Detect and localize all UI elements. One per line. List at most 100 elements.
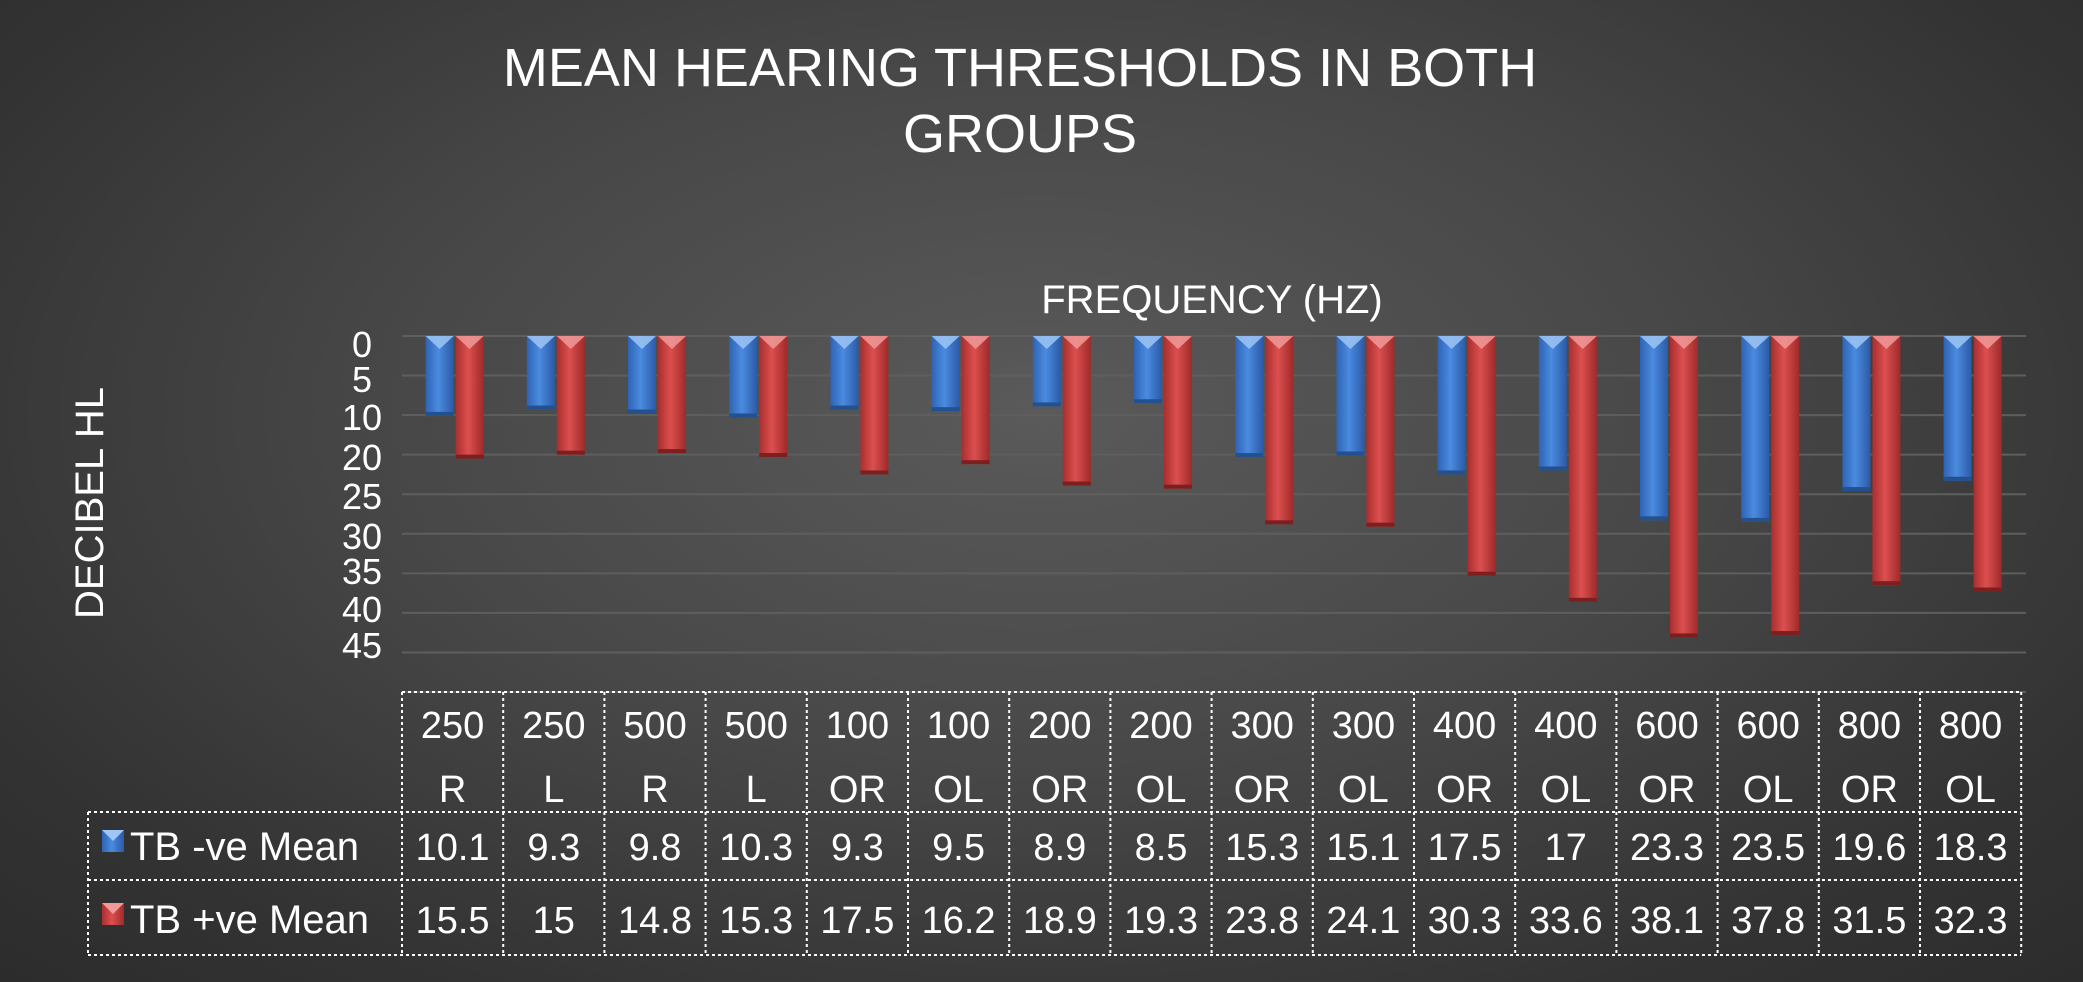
x-category-label: 200 <box>1129 705 1192 747</box>
x-category-label: OL <box>1540 769 1591 811</box>
chart-title-line-2: GROUPS <box>903 104 1137 164</box>
y-tick-label: 40 <box>342 589 382 630</box>
x-category-label: OL <box>933 769 984 811</box>
bar-tb-negative <box>1438 336 1466 474</box>
bar-tb-negative <box>1336 336 1364 455</box>
bar-tb-positive-base <box>658 449 686 453</box>
data-label: 16.2 <box>922 900 996 942</box>
data-label: 15 <box>533 900 575 942</box>
data-label: 15.3 <box>719 900 793 942</box>
legend-label-tb-negative: TB -ve Mean <box>130 825 359 869</box>
bar-tb-negative-base <box>1336 451 1364 455</box>
y-tick-label: 25 <box>342 476 382 517</box>
x-category-label: 200 <box>1028 705 1091 747</box>
bar-tb-positive <box>860 336 888 474</box>
x-category-label: 250 <box>421 705 484 747</box>
bar-tb-positive-base <box>962 460 990 464</box>
bar-tb-negative <box>1842 336 1870 491</box>
data-label: 8.9 <box>1033 827 1086 869</box>
x-category-label: 100 <box>826 705 889 747</box>
x-category-label: 600 <box>1736 705 1799 747</box>
data-label: 31.5 <box>1832 900 1906 942</box>
x-category-label: 300 <box>1332 705 1395 747</box>
bar-tb-negative-base <box>1438 470 1466 474</box>
x-category-label: 250 <box>522 705 585 747</box>
data-label: 15.1 <box>1326 827 1400 869</box>
x-category-label: 100 <box>927 705 990 747</box>
bar-tb-positive <box>1670 336 1698 637</box>
data-label: 19.6 <box>1832 827 1906 869</box>
bar-tb-negative <box>1944 336 1972 481</box>
bar-tb-positive-base <box>1366 523 1394 527</box>
bar-tb-negative <box>1741 336 1769 522</box>
bar-tb-positive-base <box>1872 581 1900 585</box>
bar-tb-positive-base <box>1670 633 1698 637</box>
data-label: 32.3 <box>1934 900 2008 942</box>
y-tick-label: 20 <box>342 437 382 478</box>
chart-title-line-1: MEAN HEARING THRESHOLDS IN BOTH <box>503 38 1537 98</box>
bar-tb-negative-base <box>830 406 858 410</box>
x-category-label: 800 <box>1939 705 2002 747</box>
y-axis-title: DECIBEL HL <box>68 387 112 619</box>
data-label: 14.8 <box>618 900 692 942</box>
bar-tb-positive-base <box>557 451 585 455</box>
bar-tb-positive-base <box>1468 572 1496 576</box>
bar-tb-negative-base <box>1640 516 1668 520</box>
x-category-label: OR <box>1639 769 1696 811</box>
bar-tb-negative-base <box>1033 402 1061 406</box>
data-label: 8.5 <box>1135 827 1188 869</box>
bar-tb-positive <box>1063 336 1091 486</box>
bars <box>426 336 2002 637</box>
data-label: 9.5 <box>932 827 985 869</box>
bar-tb-positive <box>1265 336 1293 524</box>
data-label: 38.1 <box>1630 900 1704 942</box>
bar-tb-positive <box>1468 336 1496 576</box>
bar-tb-positive <box>658 336 686 453</box>
y-tick-label: 5 <box>352 359 372 400</box>
x-category-label: 300 <box>1230 705 1293 747</box>
data-label: 15.3 <box>1225 827 1299 869</box>
bar-tb-positive-base <box>1164 485 1192 489</box>
data-label: 33.6 <box>1529 900 1603 942</box>
data-label: 37.8 <box>1731 900 1805 942</box>
data-label: 9.3 <box>527 827 580 869</box>
data-label: 30.3 <box>1428 900 1502 942</box>
data-label: 18.3 <box>1934 827 2008 869</box>
x-category-label: OR <box>1031 769 1088 811</box>
bar-tb-positive <box>1974 336 2002 592</box>
bar-tb-positive-base <box>1569 598 1597 602</box>
bar-tb-positive-base <box>1771 631 1799 635</box>
data-label: 18.9 <box>1023 900 1097 942</box>
data-label: 19.3 <box>1124 900 1198 942</box>
data-label: 15.5 <box>416 900 490 942</box>
bar-tb-positive <box>1872 336 1900 585</box>
bar-tb-positive-base <box>1974 588 2002 592</box>
x-category-label: OR <box>1841 769 1898 811</box>
bar-tb-positive-base <box>1265 520 1293 524</box>
x-category-label: 800 <box>1838 705 1901 747</box>
bar-tb-positive <box>1164 336 1192 489</box>
data-label: 17.5 <box>820 900 894 942</box>
data-label: 24.1 <box>1326 900 1400 942</box>
bar-tb-positive-base <box>860 470 888 474</box>
x-category-label: OL <box>1945 769 1996 811</box>
data-label: 10.1 <box>416 827 490 869</box>
bar-tb-negative-base <box>932 407 960 411</box>
bar-tb-negative-base <box>527 406 555 410</box>
legend-label-tb-positive: TB +ve Mean <box>130 898 369 942</box>
bar-tb-negative-base <box>729 413 757 417</box>
x-axis-title: FREQUENCY (HZ) <box>1041 278 1382 322</box>
bar-tb-negative-base <box>426 412 454 416</box>
x-category-label: R <box>641 769 668 811</box>
bar-tb-negative <box>1539 336 1567 470</box>
x-category-label: L <box>543 769 564 811</box>
bar-tb-negative-base <box>1235 453 1263 457</box>
bar-tb-negative-base <box>1842 487 1870 491</box>
data-label: 9.3 <box>831 827 884 869</box>
x-category-label: 400 <box>1433 705 1496 747</box>
bar-tb-positive-base <box>1063 482 1091 486</box>
x-category-label: OR <box>1436 769 1493 811</box>
bar-tb-negative <box>1235 336 1263 457</box>
x-category-label: 400 <box>1534 705 1597 747</box>
